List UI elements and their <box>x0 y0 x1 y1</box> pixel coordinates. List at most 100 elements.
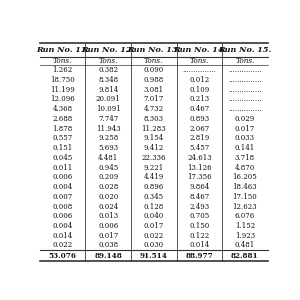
Text: 0.007: 0.007 <box>52 193 73 201</box>
Text: 0.012: 0.012 <box>189 76 209 84</box>
Text: 0.467: 0.467 <box>189 105 209 113</box>
Text: 9.258: 9.258 <box>98 134 118 142</box>
Text: 0.122: 0.122 <box>189 232 209 240</box>
Text: Run No. 14.: Run No. 14. <box>173 46 226 54</box>
Text: 0.896: 0.896 <box>144 183 164 191</box>
Text: 3.718: 3.718 <box>235 154 255 162</box>
Text: 0.004: 0.004 <box>52 222 73 230</box>
Text: 11.283: 11.283 <box>141 125 166 133</box>
Text: 0.006: 0.006 <box>52 173 73 181</box>
Text: 53.076: 53.076 <box>49 252 76 260</box>
Text: 9.154: 9.154 <box>144 134 164 142</box>
Text: Tons.: Tons. <box>235 57 255 65</box>
Text: 0.893: 0.893 <box>189 115 209 123</box>
Text: 7.747: 7.747 <box>98 115 118 123</box>
Text: 0.557: 0.557 <box>52 134 73 142</box>
Text: 22.336: 22.336 <box>142 154 166 162</box>
Text: ...............: ............... <box>228 105 262 113</box>
Text: 0.038: 0.038 <box>98 242 118 249</box>
Text: 0.017: 0.017 <box>144 222 164 230</box>
Text: 91.514: 91.514 <box>140 252 168 260</box>
Text: 0.008: 0.008 <box>52 202 73 211</box>
Text: Tons.: Tons. <box>53 57 72 65</box>
Text: 0.011: 0.011 <box>52 164 73 172</box>
Text: 6.076: 6.076 <box>235 212 255 220</box>
Text: 24.613: 24.613 <box>187 154 212 162</box>
Text: 0.014: 0.014 <box>189 242 209 249</box>
Text: 2.688: 2.688 <box>52 115 73 123</box>
Text: 2.067: 2.067 <box>189 125 209 133</box>
Text: 0.128: 0.128 <box>144 202 164 211</box>
Text: Run No. 12.: Run No. 12. <box>82 46 135 54</box>
Text: 9.814: 9.814 <box>98 86 118 94</box>
Text: Run No. 11.: Run No. 11. <box>36 46 89 54</box>
Text: 0.209: 0.209 <box>98 173 118 181</box>
Text: 4.732: 4.732 <box>144 105 164 113</box>
Text: 8.467: 8.467 <box>189 193 209 201</box>
Text: ...............: ............... <box>228 76 262 84</box>
Text: 7.017: 7.017 <box>144 95 164 104</box>
Text: 0.028: 0.028 <box>98 183 118 191</box>
Text: 0.109: 0.109 <box>189 86 209 94</box>
Text: 0.029: 0.029 <box>235 115 255 123</box>
Text: 0.988: 0.988 <box>144 76 164 84</box>
Text: ...............: ............... <box>182 66 216 74</box>
Text: 10.091: 10.091 <box>96 105 121 113</box>
Text: ...............: ............... <box>228 66 262 74</box>
Text: 11.199: 11.199 <box>50 86 75 94</box>
Text: 0.014: 0.014 <box>52 232 73 240</box>
Text: 0.022: 0.022 <box>144 232 164 240</box>
Text: 0.141: 0.141 <box>235 144 255 152</box>
Text: 9.221: 9.221 <box>144 164 164 172</box>
Text: 5.693: 5.693 <box>98 144 118 152</box>
Text: 4.870: 4.870 <box>235 164 255 172</box>
Text: 0.040: 0.040 <box>144 212 164 220</box>
Text: 0.045: 0.045 <box>52 154 73 162</box>
Text: 0.020: 0.020 <box>98 193 118 201</box>
Text: 0.022: 0.022 <box>52 242 73 249</box>
Text: 8.303: 8.303 <box>144 115 164 123</box>
Text: Tons.: Tons. <box>190 57 209 65</box>
Text: Run No. 15.: Run No. 15. <box>218 46 272 54</box>
Text: 18.750: 18.750 <box>50 76 75 84</box>
Text: 0.150: 0.150 <box>189 222 209 230</box>
Text: 18.463: 18.463 <box>232 183 257 191</box>
Text: 1.878: 1.878 <box>52 125 73 133</box>
Text: 0.024: 0.024 <box>98 202 118 211</box>
Text: 0.013: 0.013 <box>98 212 118 220</box>
Text: 0.382: 0.382 <box>98 66 118 74</box>
Text: 4.419: 4.419 <box>144 173 164 181</box>
Text: 0.151: 0.151 <box>52 144 73 152</box>
Text: 5.457: 5.457 <box>189 144 209 152</box>
Text: 0.033: 0.033 <box>235 134 255 142</box>
Text: 16.205: 16.205 <box>232 173 257 181</box>
Text: 0.481: 0.481 <box>235 242 255 249</box>
Text: 0.213: 0.213 <box>189 95 209 104</box>
Text: 0.345: 0.345 <box>144 193 164 201</box>
Text: 1.923: 1.923 <box>235 232 255 240</box>
Text: 2.819: 2.819 <box>189 134 209 142</box>
Text: 4.368: 4.368 <box>52 105 73 113</box>
Text: 82.881: 82.881 <box>231 252 259 260</box>
Text: 20.091: 20.091 <box>96 95 121 104</box>
Text: 12.096: 12.096 <box>50 95 75 104</box>
Text: 4.481: 4.481 <box>98 154 118 162</box>
Text: 8.348: 8.348 <box>98 76 118 84</box>
Text: 17.150: 17.150 <box>232 193 257 201</box>
Text: 9.412: 9.412 <box>144 144 164 152</box>
Text: 9.864: 9.864 <box>189 183 209 191</box>
Text: 13.126: 13.126 <box>187 164 212 172</box>
Text: 2.493: 2.493 <box>189 202 209 211</box>
Text: 0.090: 0.090 <box>144 66 164 74</box>
Text: 1.152: 1.152 <box>235 222 255 230</box>
Text: 1.262: 1.262 <box>52 66 73 74</box>
Text: 88.977: 88.977 <box>185 252 213 260</box>
Text: 17.356: 17.356 <box>187 173 212 181</box>
Text: 12.623: 12.623 <box>232 202 257 211</box>
Text: 0.017: 0.017 <box>98 232 118 240</box>
Text: 0.030: 0.030 <box>144 242 164 249</box>
Text: ...............: ............... <box>228 86 262 94</box>
Text: Tons.: Tons. <box>98 57 118 65</box>
Text: 0.004: 0.004 <box>52 183 73 191</box>
Text: 3.081: 3.081 <box>144 86 164 94</box>
